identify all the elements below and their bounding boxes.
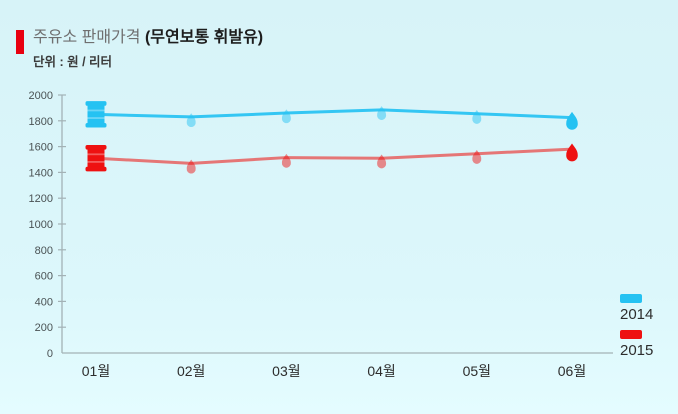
droplet-marker-2014-04월: [377, 106, 387, 120]
legend-label-2014: 2014: [620, 306, 654, 323]
y-tick-label: 2000: [29, 90, 53, 102]
x-category-label: 04월: [367, 363, 395, 379]
droplet-marker-2015-05월: [472, 149, 482, 164]
legend-swatch-2015: [620, 330, 642, 339]
series-line-2014: [94, 108, 574, 120]
y-tick-label: 400: [35, 296, 53, 308]
x-category-label: 05월: [463, 363, 491, 379]
legend-item-2014: 2014: [620, 294, 653, 323]
chart-header: 주유소 판매가격 (무연보통 휘발유) 단위 : 원 / 리터: [16, 28, 263, 70]
droplet-marker-2014-03월: [281, 109, 291, 124]
x-category-label: 01월: [82, 363, 110, 379]
y-tick-label: 1000: [29, 219, 53, 231]
y-tick-label: 1200: [29, 193, 53, 205]
droplet-marker-2015-02월: [186, 159, 196, 174]
page-title: 주유소 판매가격: [33, 29, 141, 46]
oil-drum-marker-2014: [85, 101, 107, 128]
y-tick-label: 1400: [29, 167, 53, 179]
droplet-marker-2015-06월: [566, 143, 578, 162]
legend-swatch-2014: [620, 294, 642, 303]
y-tick-label: 200: [35, 322, 53, 334]
droplet-marker-2015-03월: [281, 153, 291, 168]
oil-drum-marker-2015: [85, 145, 107, 172]
droplet-marker-2015-04월: [377, 154, 387, 169]
title-accent-bar: [16, 30, 24, 54]
x-category-label: 06월: [558, 363, 586, 379]
page-title-emphasis: (무연보통 휘발유): [144, 29, 264, 46]
y-tick-label: 600: [35, 271, 53, 283]
droplet-marker-2014-06월: [566, 111, 578, 130]
title-line: 주유소 판매가격 (무연보통 휘발유): [33, 28, 263, 48]
y-tick-label: 800: [35, 245, 53, 257]
legend: 2014 2015: [620, 294, 653, 359]
y-tick-label: 1600: [29, 142, 53, 154]
title-block: 주유소 판매가격 (무연보통 휘발유) 단위 : 원 / 리터: [33, 28, 263, 70]
unit-label: 단위 : 원 / 리터: [33, 55, 113, 69]
droplet-marker-2014-05월: [472, 109, 482, 124]
y-tick-label: 0: [47, 348, 53, 360]
series-line-2015: [94, 147, 574, 165]
x-category-label: 02월: [177, 363, 205, 379]
droplet-marker-2014-02월: [186, 113, 196, 128]
legend-item-2015: 2015: [620, 330, 653, 359]
x-category-label: 03월: [272, 363, 300, 379]
legend-label-2015: 2015: [620, 342, 654, 359]
y-tick-label: 1800: [29, 116, 53, 128]
